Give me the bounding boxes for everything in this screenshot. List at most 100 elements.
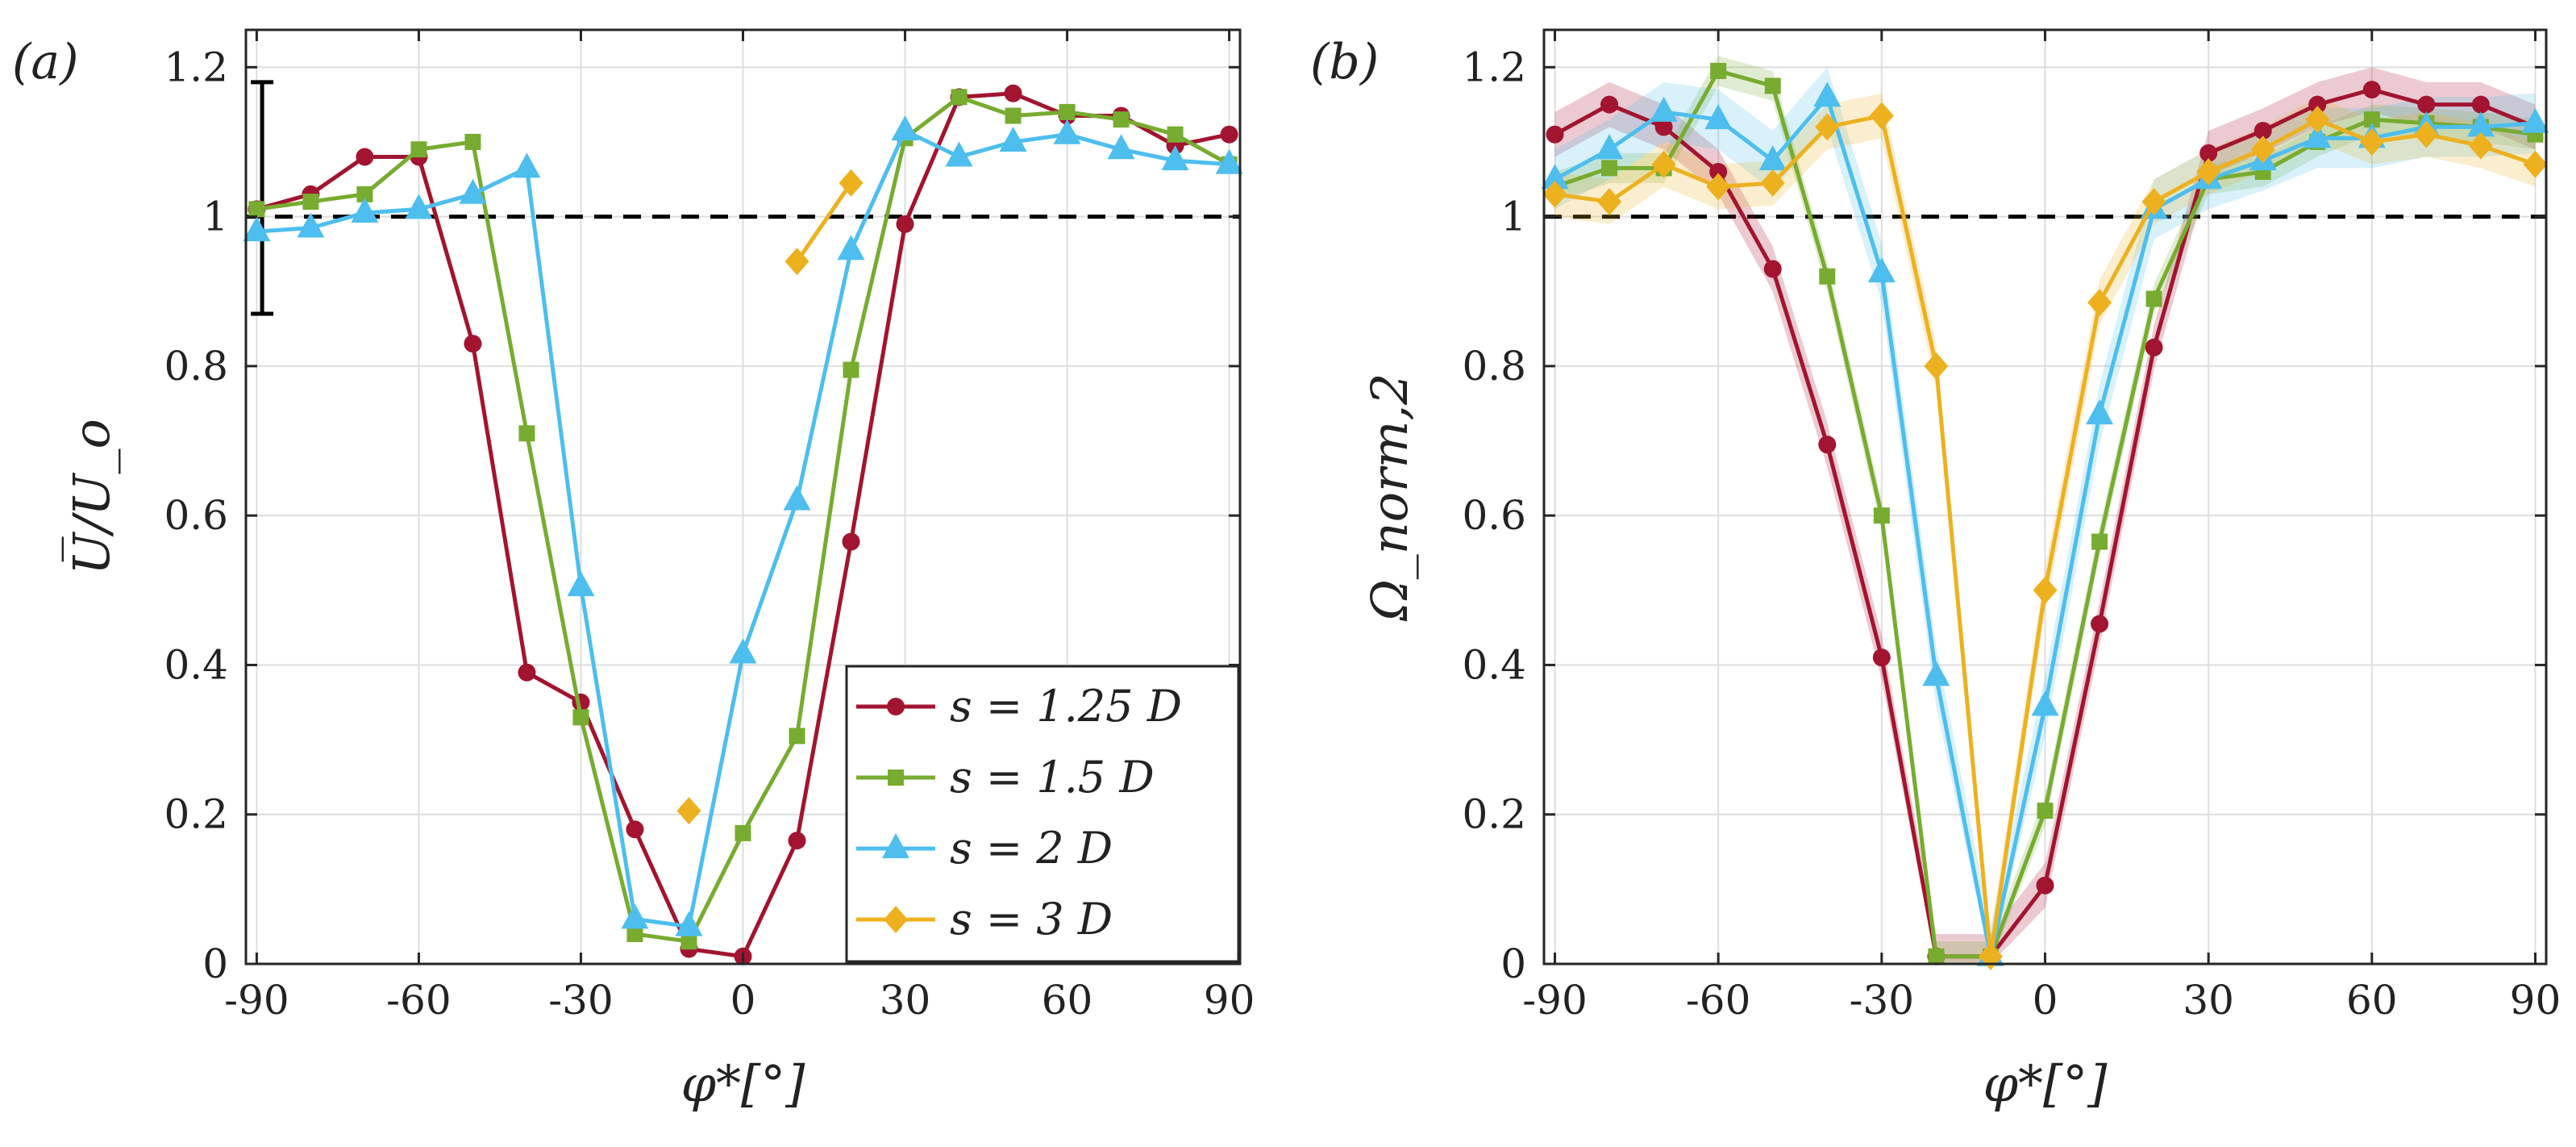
x-tick-label: -30: [1850, 977, 1915, 1024]
x-tick-label: -60: [1686, 977, 1751, 1024]
data-point-s1-0: [248, 201, 265, 218]
x-tick-label: 30: [880, 977, 931, 1024]
data-point-s1-2: [356, 186, 373, 202]
y-tick-label: 1: [1500, 194, 1526, 240]
data-point-s2-4: [459, 178, 487, 204]
data-point-s3-6: [1869, 102, 1894, 130]
data-point-s0-5: [518, 663, 536, 682]
panel-a-velocity-chart: -90 -60 -30 0 30 60 90 0 0.2 0.4 0.6 0.8 1 1.2 φ*[°] U̅…: [12, 28, 1255, 1113]
data-point-s0-3: [1709, 163, 1728, 181]
data-point-s1-4: [464, 133, 481, 150]
data-point-s2-10: [783, 485, 811, 511]
data-point-s0-15: [2362, 81, 2381, 99]
data-point-s2-15: [1053, 119, 1081, 144]
x-tick-label: 60: [2346, 977, 2398, 1024]
data-point-s0-17: [2471, 95, 2490, 114]
data-point-s0-4: [1763, 260, 1782, 278]
data-point-s0-13: [2253, 122, 2272, 140]
legend-label: s = 1.5 D: [950, 752, 1155, 803]
data-point-s3-5: [1815, 113, 1840, 141]
legend-box: [845, 665, 1240, 963]
data-point-s1-9: [2037, 803, 2054, 820]
series-band-2: [1554, 67, 2536, 965]
data-point-s1-6: [572, 709, 589, 726]
data-point-s1-10: [2091, 533, 2108, 550]
data-point-s1-17: [1167, 126, 1184, 143]
legend-marker-1: [888, 770, 904, 786]
x-tick-label: 30: [2183, 977, 2234, 1024]
x-tick-label: 90: [1204, 977, 1255, 1024]
x-tick-label: -30: [548, 977, 614, 1024]
y-tick-label: 0.8: [1462, 343, 1526, 390]
data-point-s1-11: [2145, 290, 2162, 307]
data-point-s3-11: [2141, 188, 2166, 216]
data-point-s1-15: [1059, 103, 1076, 120]
data-point-s0-4: [464, 335, 482, 353]
data-point-s2-3: [405, 194, 433, 219]
data-point-s2-8: [675, 911, 703, 936]
data-point-s0-2: [356, 148, 374, 166]
data-point-s1-7: [1928, 948, 1945, 965]
data-point-s0-10: [2091, 615, 2109, 633]
data-point-s1-4: [1764, 77, 1781, 94]
x-axis-label: φ*[°]: [1983, 1054, 2108, 1113]
data-point-s3-16: [2414, 120, 2439, 148]
legend-marker-2: [882, 833, 909, 858]
data-point-s2-13: [945, 141, 973, 167]
data-point-s0-12: [2199, 144, 2218, 162]
data-point-s0-14: [1004, 84, 1022, 102]
data-point-s0-11: [2145, 338, 2163, 357]
series-band-3: [1554, 93, 2536, 964]
x-tick-label: -90: [224, 977, 289, 1024]
legend-label: s = 1.25 D: [950, 681, 1182, 732]
data-point-s3-18: [2523, 150, 2548, 178]
y-tick-label: 0.8: [164, 343, 228, 390]
data-point-s1-1: [302, 194, 319, 211]
data-point-s3-2: [1651, 150, 1676, 178]
data-point-s1-5: [1819, 268, 1836, 285]
data-point-s2-2: [1650, 96, 1678, 122]
data-point-s2-18: [1215, 148, 1243, 174]
data-point-s2-17: [1161, 145, 1189, 171]
data-point-s2-6: [567, 571, 595, 597]
legend-marker-3: [884, 906, 908, 933]
y-tick-label: 0.6: [1462, 492, 1526, 539]
data-point-s0-6: [1872, 649, 1891, 667]
y-tick-label: 0: [202, 941, 228, 987]
data-point-s2-1: [1596, 134, 1624, 160]
y-tick-label: 0.2: [1462, 791, 1526, 838]
data-point-s3-15: [2359, 127, 2384, 156]
data-point-s2-4: [1758, 145, 1787, 171]
data-point-s1-3: [410, 141, 427, 158]
data-point-s2-5: [513, 152, 541, 178]
data-point-s3-10: [2087, 289, 2112, 317]
x-tick-label: 0: [730, 977, 756, 1024]
data-point-s1-16: [1113, 111, 1130, 128]
x-tick-label: 90: [2510, 977, 2561, 1024]
data-point-s2-16: [1107, 134, 1135, 160]
data-point-s0-12: [896, 215, 914, 233]
y-tick-label: 1.2: [1462, 44, 1526, 90]
panel-label: (a): [12, 34, 79, 90]
data-point-s2-5: [1813, 81, 1841, 107]
data-point-s3-4: [1760, 169, 1785, 197]
panel-b-vorticity-chart: -90 -60 -30 0 30 60 90 0 0.2 0.4 0.6 0.8 1 1.2 φ*[°] Ω_…: [1310, 28, 2561, 1113]
data-point-s1-6: [1873, 507, 1890, 524]
y-tick-label: 0.4: [164, 641, 228, 688]
y-tick-label: 0.2: [164, 791, 228, 838]
data-point-s1-8: [680, 933, 697, 950]
x-tick-label: -60: [386, 977, 452, 1024]
data-point-s2-2: [351, 197, 379, 223]
data-point-s0-18: [1220, 125, 1238, 144]
data-point-s2-18: [2521, 107, 2549, 133]
data-point-s2-10: [2086, 399, 2114, 425]
x-tick-label: 60: [1042, 977, 1093, 1024]
data-point-s3-7: [1924, 352, 1949, 380]
data-point-s0-14: [2308, 95, 2327, 114]
data-point-s0-9: [2036, 876, 2054, 895]
data-point-s2-14: [999, 126, 1027, 152]
data-point-s2-7: [1922, 661, 1950, 686]
y-tick-label: 1: [202, 194, 228, 240]
data-point-s1-9: [735, 824, 751, 841]
data-point-s0-0: [1546, 125, 1564, 144]
